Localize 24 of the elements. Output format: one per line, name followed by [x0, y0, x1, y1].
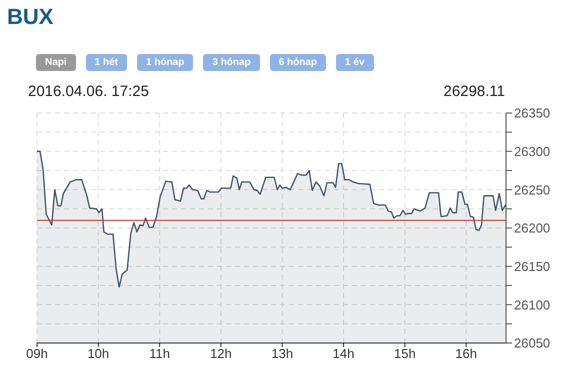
x-tick-label: 16h [455, 346, 477, 362]
period-button[interactable]: Napi [36, 54, 76, 71]
period-button[interactable]: 1 hónap [137, 54, 194, 71]
y-tick-label: 26050 [514, 336, 550, 351]
x-tick-label: 11h [149, 346, 170, 362]
y-tick-label: 26250 [514, 182, 550, 198]
period-button[interactable]: 3 hónap [203, 54, 260, 71]
x-tick-label: 09h [26, 346, 48, 362]
x-tick-label: 10h [87, 346, 110, 362]
x-tick-label: 14h [332, 346, 354, 362]
y-tick-label: 26200 [514, 220, 550, 236]
x-tick-label: 13h [271, 346, 294, 362]
x-tick-label: 12h [210, 346, 232, 362]
text: 26298.11 [444, 83, 505, 100]
period-button[interactable]: 1 év [336, 54, 374, 71]
y-tick-label: 26300 [514, 144, 550, 159]
text: 2016.04.06. 17:25 [28, 83, 149, 100]
y-tick-label: 26100 [514, 297, 550, 312]
y-tick-label: 26350 [514, 106, 550, 121]
chart-title: BUX [7, 4, 54, 30]
x-tick-label: 15h [394, 346, 416, 362]
period-button[interactable]: 1 hét [86, 54, 128, 71]
period-button[interactable]: 6 hónap [270, 54, 326, 71]
y-tick-label: 26150 [514, 258, 550, 274]
